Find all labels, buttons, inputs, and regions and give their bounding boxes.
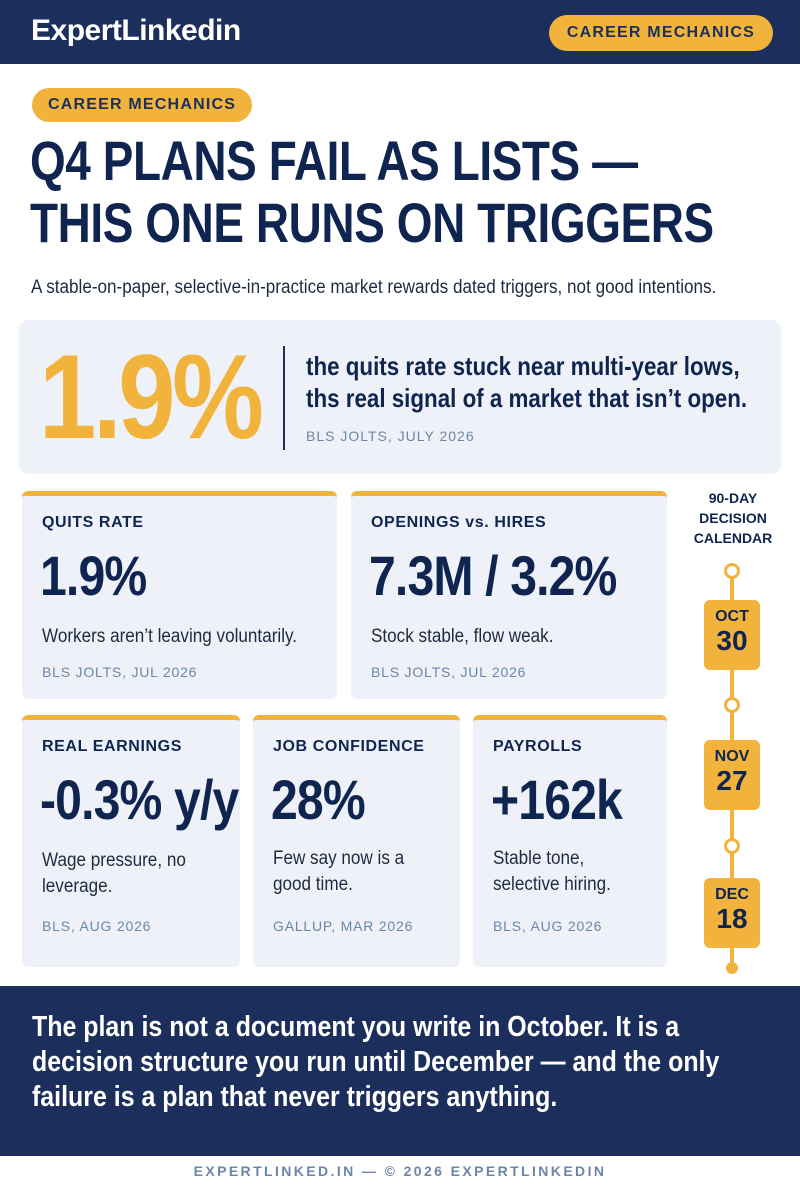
closing-statement-band: The plan is not a document you write in … [0,986,800,1156]
subheadline: A stable-on-paper, selective-in-practice… [31,277,717,298]
calendar-month: NOV [714,748,750,765]
stat-source: GALLUP, MAR 2026 [273,918,414,934]
stat-card-real-earnings: REAL EARNINGS -0.3% y/y Wage pressure, n… [22,715,240,967]
stat-card-job-confidence: JOB CONFIDENCE 28% Few say now is a good… [253,715,460,967]
category-tag[interactable]: CAREER MECHANICS [548,15,773,51]
calendar-day: 30 [716,625,748,656]
stat-source: BLS JOLTS, JUL 2026 [371,664,527,680]
stat-label: JOB CONFIDENCE [273,738,425,755]
stat-description: Stock stable, flow weak. [371,626,554,647]
timeline-end-dot [726,962,738,974]
stat-description: Workers aren’t leaving voluntarily. [42,626,298,647]
stat-value: 7.3M / 3.2% [369,544,617,607]
stat-card-quits-rate: QUITS RATE 1.9% Workers aren’t leaving v… [22,491,337,699]
calendar-title: 90-DAY DECISION CALENDAR [683,488,783,548]
top-bar: ExpertLinkedin CAREER MECHANICS [0,0,800,64]
hero-stat-value: 1.9% [39,330,264,464]
timeline-node [724,838,740,854]
calendar-title-line-2: DECISION [699,510,767,526]
timeline-node [724,697,740,713]
stat-card-openings-vs-hires: OPENINGS vs. HIRES 7.3M / 3.2% Stock sta… [351,491,667,699]
calendar-date-dec: DEC 18 [704,878,760,948]
stat-value: 1.9% [40,544,147,607]
stat-value: 28% [271,768,366,831]
stat-description: Wage pressure, no leverage. [42,850,186,897]
timeline-node [724,563,740,579]
stat-description: Few say now is a good time. [273,848,405,895]
hero-stat-panel: 1.9% the quits rate stuck near multi-yea… [19,320,781,474]
hero-stat-text: the quits rate stuck near multi-year low… [306,350,748,414]
stat-label: REAL EARNINGS [42,738,182,755]
brand-logo[interactable]: ExpertLinkedin [31,14,241,47]
calendar-day: 27 [716,765,748,796]
hero-stat-source: BLS JOLTS, JULY 2026 [306,428,475,444]
calendar-date-nov: NOV 27 [704,740,760,810]
calendar-month: DEC [715,886,749,903]
calendar-day: 18 [716,903,748,934]
stat-label: PAYROLLS [493,738,583,755]
page-title: Q4 PLANS FAIL AS LISTS — THIS ONE RUNS O… [30,129,714,254]
headline-line-1: Q4 PLANS FAIL AS LISTS — [30,129,638,192]
calendar-month: OCT [715,608,749,625]
hero-text-line-2: ths real signal of a market that isn’t o… [306,383,748,413]
stat-source: BLS JOLTS, JUL 2026 [42,664,198,680]
kicker-tag: CAREER MECHANICS [32,88,253,122]
stat-card-payrolls: PAYROLLS +162k Stable tone, selective hi… [473,715,667,967]
stat-label: QUITS RATE [42,514,144,531]
stat-source: BLS, AUG 2026 [493,918,603,934]
stat-source: BLS, AUG 2026 [42,918,152,934]
footer-credit[interactable]: EXPERTLINKED.IN — © 2026 EXPERTLINKEDIN [193,1163,607,1179]
closing-statement: The plan is not a document you write in … [32,1011,720,1113]
hero-text-line-1: the quits rate stuck near multi-year low… [306,351,740,381]
stat-value: -0.3% y/y [40,768,239,831]
stat-description: Stable tone, selective hiring. [493,848,611,895]
calendar-date-oct: OCT 30 [704,600,760,670]
stat-label: OPENINGS vs. HIRES [371,514,547,531]
stat-value: +162k [491,768,623,831]
hero-divider [283,346,285,450]
headline-line-2: THIS ONE RUNS ON TRIGGERS [30,191,714,254]
calendar-title-line-3: CALENDAR [693,530,773,546]
calendar-title-line-1: 90-DAY [708,490,758,506]
